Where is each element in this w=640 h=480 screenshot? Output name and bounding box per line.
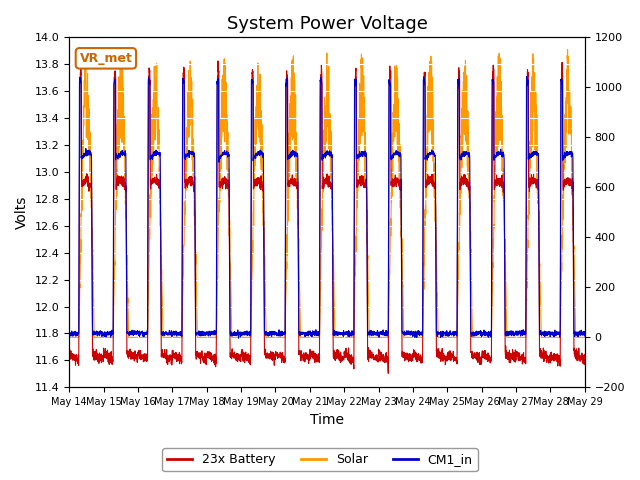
23x Battery — [155, 178, 163, 184]
Text: VR_met: VR_met — [79, 52, 132, 65]
CM1_in — [523, 74, 531, 80]
23x Battery — [516, 351, 524, 357]
23x Battery — [571, 352, 579, 358]
Solar — [564, 47, 572, 53]
Legend: 23x Battery, Solar, CM1_in: 23x Battery, Solar, CM1_in — [163, 448, 477, 471]
CM1_in — [124, 329, 132, 335]
Solar — [515, 335, 523, 340]
Line: 23x Battery: 23x Battery — [69, 61, 585, 373]
CM1_in — [571, 332, 579, 338]
Y-axis label: Volts: Volts — [15, 196, 29, 229]
23x Battery — [124, 354, 132, 360]
23x Battery — [385, 371, 392, 376]
Solar — [285, 169, 293, 175]
23x Battery — [263, 355, 271, 361]
Title: System Power Voltage: System Power Voltage — [227, 15, 428, 33]
23x Battery — [581, 360, 589, 366]
Solar — [65, 335, 73, 340]
Solar — [155, 115, 163, 121]
CM1_in — [285, 151, 293, 157]
X-axis label: Time: Time — [310, 413, 344, 427]
CM1_in — [515, 328, 523, 334]
Line: CM1_in: CM1_in — [69, 77, 585, 338]
Solar — [571, 287, 579, 292]
23x Battery — [214, 58, 222, 64]
CM1_in — [235, 335, 243, 341]
23x Battery — [65, 349, 73, 355]
Solar — [581, 335, 589, 340]
CM1_in — [155, 150, 163, 156]
23x Battery — [285, 178, 293, 183]
CM1_in — [581, 333, 589, 339]
CM1_in — [263, 332, 271, 337]
Line: Solar: Solar — [69, 50, 585, 337]
CM1_in — [65, 331, 73, 336]
Solar — [263, 335, 271, 340]
Solar — [124, 295, 132, 301]
